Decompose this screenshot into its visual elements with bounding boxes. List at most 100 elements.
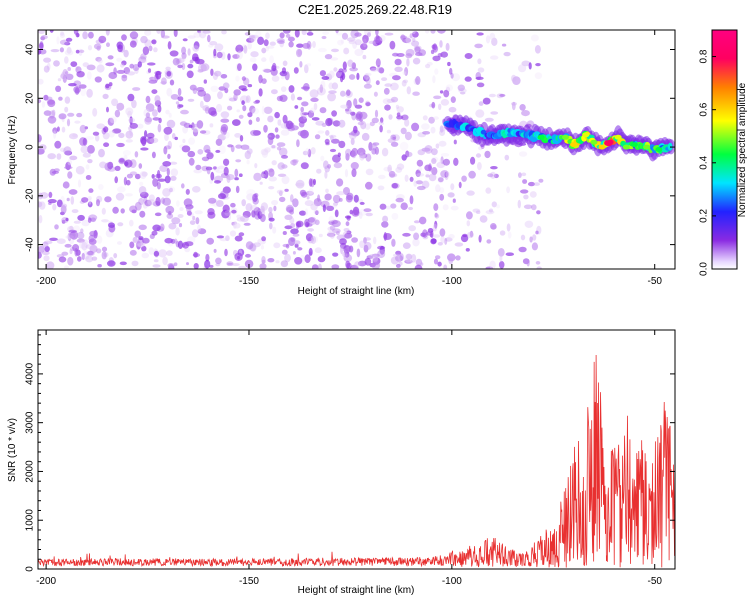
spectrogram-noise-speck (126, 179, 131, 186)
spectrogram-noise-speck (67, 256, 74, 266)
spectrogram-noise-speck (325, 130, 330, 136)
spectrogram-noise-speck (532, 234, 537, 241)
spectrogram-noise-speck (192, 87, 198, 94)
spectrogram-noise-speck (445, 42, 450, 51)
spectrogram-noise-speck (50, 49, 60, 53)
spectrogram-noise-speck (191, 127, 200, 133)
spectrogram-noise-speck (354, 104, 363, 109)
spectrogram-noise-speck (432, 234, 441, 238)
spectrogram-noise-speck (357, 260, 367, 267)
colorbar-ticks: 0.0 0.2 0.4 0.6 0.8 (699, 49, 716, 276)
spectrogram-noise-speck (301, 30, 307, 36)
spectrogram-noise-speck (396, 112, 401, 117)
spectrogram-noise-speck (156, 30, 161, 34)
spectrogram-noise-speck (363, 241, 372, 251)
spectrogram-noise-speck (340, 104, 349, 109)
spectrogram-noise-speck (317, 194, 321, 202)
spectrogram-noise-speck (91, 256, 98, 261)
spectrogram-noise-speck (38, 30, 45, 34)
spectrogram-noise-speck (47, 199, 57, 204)
spectrogram-noise-speck (88, 234, 95, 243)
spectrogram-signal-peak (598, 144, 606, 150)
spectrogram-noise-speck (68, 83, 77, 87)
snr-x-tick-label: -50 (647, 576, 662, 587)
spectrogram-noise-speck (490, 55, 499, 60)
spectrogram-noise-speck (296, 48, 302, 58)
spectrogram-noise-speck (65, 71, 69, 75)
spectrogram-noise-speck (273, 205, 277, 212)
spectrogram-noise-speck (241, 88, 248, 92)
spectrogram-noise-speck (247, 112, 253, 118)
spectrogram-noise-speck (217, 91, 223, 100)
spectrogram-noise-speck (101, 246, 108, 252)
spectrogram-noise-speck (66, 47, 72, 54)
spectrogram-noise-speck (238, 173, 243, 177)
spectrogram-y-tick-label: 40 (25, 44, 36, 56)
spectrogram-noise-speck (321, 123, 327, 127)
spectrogram-noise-speck (465, 248, 470, 252)
snr-y-tick-label: 2000 (25, 460, 36, 483)
spectrogram-noise-speck (207, 211, 216, 219)
spectrogram-noise-speck (349, 131, 357, 140)
spectrogram-noise-speck (316, 168, 322, 174)
spectrogram-noise-speck (284, 71, 290, 81)
spectrogram-noise-speck (324, 193, 332, 201)
spectrogram-noise-speck (117, 44, 123, 53)
spectrogram-noise-speck (383, 232, 387, 241)
spectrogram-noise-speck (51, 170, 60, 174)
spectrogram-noise-speck (385, 205, 391, 210)
spectrogram-noise-speck (342, 61, 347, 70)
spectrogram-noise-speck (499, 230, 506, 236)
spectrogram-noise-speck (275, 134, 280, 139)
spectrogram-noise-speck (317, 130, 325, 134)
spectrogram-noise-speck (125, 130, 134, 139)
spectrogram-noise-speck (340, 75, 344, 83)
spectrogram-noise-speck (321, 76, 330, 80)
spectrogram-noise-speck (404, 118, 410, 127)
spectrogram-signal-peak (614, 134, 622, 140)
spectrogram-noise-speck (404, 67, 409, 76)
spectrogram-noise-speck (365, 76, 371, 85)
spectrogram-noise-speck (192, 45, 200, 52)
spectrogram-noise-speck (280, 129, 290, 136)
spectrogram-noise-speck (222, 126, 227, 136)
snr-y-tick-label: 1000 (25, 509, 36, 532)
spectrogram-noise-speck (86, 250, 95, 257)
spectrogram-noise-speck (454, 242, 464, 247)
spectrogram-noise-speck (366, 255, 373, 259)
spectrogram-noise-speck (482, 97, 491, 105)
spectrogram-noise-speck (404, 131, 412, 141)
spectrogram-noise-speck (296, 43, 304, 48)
spectrogram-noise-speck (419, 216, 427, 225)
spectrogram-noise-speck (149, 137, 159, 144)
spectrogram-noise-speck (166, 167, 170, 176)
spectrogram-noise-speck (476, 82, 485, 88)
spectrogram-noise-speck (258, 88, 263, 97)
spectrogram-noise-speck (447, 253, 456, 262)
spectrogram-noise-speck (440, 153, 450, 157)
figure-title: C2E1.2025.269.22.48.R19 (298, 2, 452, 17)
spectrogram-noise-speck (354, 261, 361, 267)
spectrogram-noise-speck (501, 43, 507, 47)
spectrogram-noise-speck (292, 198, 299, 208)
spectrogram-noise-speck (359, 152, 365, 161)
spectrogram-noise-speck (297, 96, 303, 101)
spectrogram-noise-speck (82, 62, 90, 68)
spectrogram-noise-speck (477, 58, 482, 65)
spectrogram-noise-speck (114, 165, 121, 171)
spectrogram-noise-speck (485, 266, 494, 269)
spectrogram-noise-speck (301, 101, 309, 107)
spectrogram-noise-speck (375, 30, 379, 36)
spectrogram-noise-speck (76, 112, 83, 118)
spectrogram-noise-speck (383, 87, 390, 95)
spectrogram-noise-speck (303, 83, 310, 92)
spectrogram-noise-speck (319, 70, 326, 77)
spectrogram-noise-speck (96, 45, 101, 51)
spectrogram-noise-speck (268, 168, 275, 177)
spectrogram-noise-speck (87, 250, 94, 256)
spectrogram-noise-speck (77, 214, 85, 221)
spectrogram-noise-speck (233, 222, 241, 229)
spectrogram-noise-speck (496, 204, 500, 209)
spectrogram-noise-speck (422, 229, 428, 238)
spectrogram-noise-speck (61, 126, 66, 133)
